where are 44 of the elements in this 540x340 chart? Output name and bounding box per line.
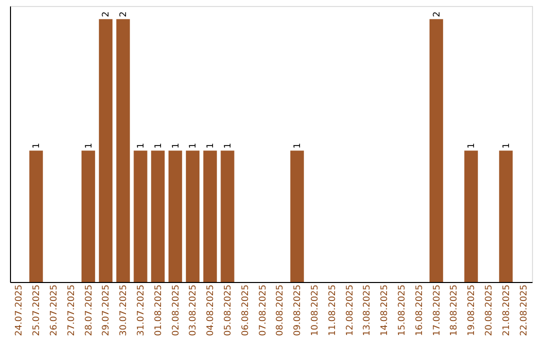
x-tick-label: 08.08.2025 bbox=[276, 284, 286, 336]
data-label: 1 bbox=[224, 142, 234, 149]
data-label: 1 bbox=[293, 142, 304, 149]
x-tick-label: 12.08.2025 bbox=[345, 284, 356, 336]
data-label: 1 bbox=[32, 142, 42, 149]
x-tick-label: 30.07.2025 bbox=[119, 284, 130, 336]
x-tick-label: 20.08.2025 bbox=[484, 284, 494, 336]
x-tick-label: 24.07.2025 bbox=[14, 284, 25, 336]
x-tick-label: 06.08.2025 bbox=[240, 284, 251, 336]
x-tick-label: 27.07.2025 bbox=[66, 284, 77, 336]
x-tick-label: 28.07.2025 bbox=[84, 284, 94, 336]
x-tick-label: 26.07.2025 bbox=[50, 284, 60, 336]
x-tick-label: 11.08.2025 bbox=[328, 284, 338, 336]
x-tick-label: 05.08.2025 bbox=[224, 284, 234, 336]
x-tick-label: 18.08.2025 bbox=[450, 284, 460, 336]
data-label: 1 bbox=[84, 142, 94, 149]
data-label: 1 bbox=[467, 142, 478, 149]
data-label: 1 bbox=[188, 142, 199, 149]
data-label: 1 bbox=[206, 142, 216, 149]
x-tick-label: 13.08.2025 bbox=[362, 284, 373, 336]
data-label: 2 bbox=[102, 11, 112, 18]
data-label: 1 bbox=[171, 142, 182, 149]
data-label: 1 bbox=[154, 142, 164, 149]
x-tick-label: 25.07.2025 bbox=[32, 284, 42, 336]
x-tick-label: 03.08.2025 bbox=[188, 284, 199, 336]
x-tick-label: 21.08.2025 bbox=[502, 284, 512, 336]
x-tick-label: 31.07.2025 bbox=[136, 284, 146, 336]
x-tick-label: 10.08.2025 bbox=[310, 284, 320, 336]
x-tick-label: 29.07.2025 bbox=[102, 284, 112, 336]
x-tick-label: 07.08.2025 bbox=[258, 284, 268, 336]
x-tick-label: 16.08.2025 bbox=[414, 284, 425, 336]
data-label: 2 bbox=[119, 11, 130, 18]
x-tick-label: 17.08.2025 bbox=[432, 284, 442, 336]
x-tick-label: 15.08.2025 bbox=[398, 284, 408, 336]
x-tick-label: 04.08.2025 bbox=[206, 284, 216, 336]
data-label: 2 bbox=[432, 11, 442, 18]
x-tick-label: 02.08.2025 bbox=[171, 284, 182, 336]
x-tick-label: 19.08.2025 bbox=[467, 284, 478, 336]
x-tick-label: 22.08.2025 bbox=[519, 284, 530, 336]
x-tick-label: 01.08.2025 bbox=[154, 284, 164, 336]
x-tick-label: 14.08.2025 bbox=[380, 284, 390, 336]
data-label: 1 bbox=[136, 142, 146, 149]
x-tick-label: 09.08.2025 bbox=[293, 284, 304, 336]
data-label: 1 bbox=[502, 142, 512, 149]
